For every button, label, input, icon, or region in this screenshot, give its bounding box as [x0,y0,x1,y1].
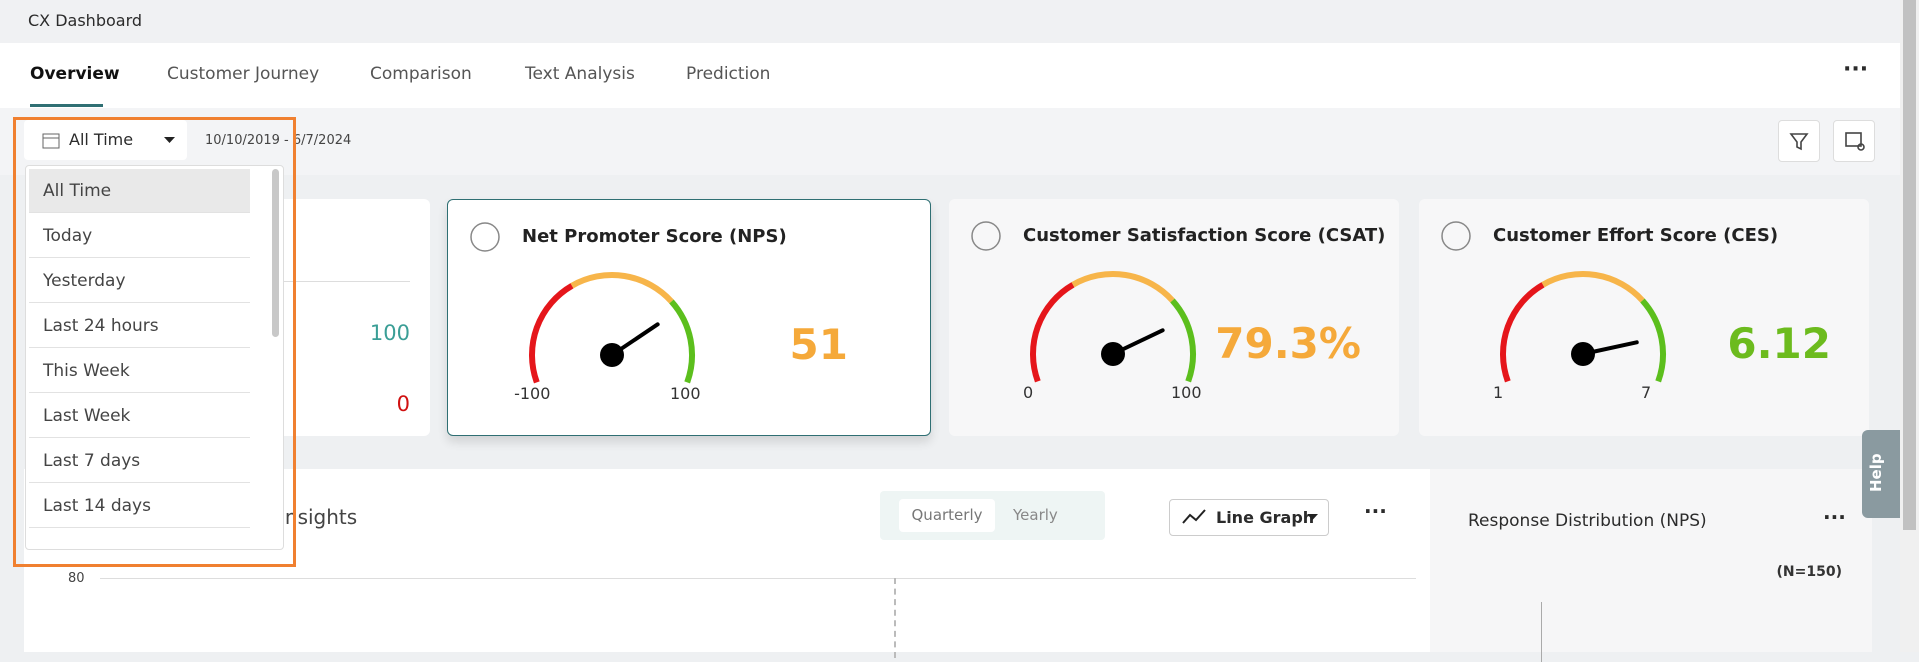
tab[interactable]: Text Analysis [525,64,635,84]
n-label: (N=150) [1776,564,1842,580]
gauge-min: 0 [1022,383,1034,402]
dropdown-option[interactable]: Today [29,214,250,258]
dropdown-option[interactable]: Last Week [29,394,250,438]
marker-line [894,578,896,658]
dropdown-option[interactable]: Last 7 days [29,439,250,483]
scrollbar [272,169,279,337]
gauge [1500,271,1666,383]
gauge [1030,271,1196,383]
app-title: CX Dashboard [28,11,143,30]
chart-type: Line Graph [1216,508,1315,527]
dropdown-value: All Time [69,130,134,149]
icon-shape [470,222,500,252]
gauge-value: 6.12 [1727,319,1831,368]
card-icon [1441,221,1471,251]
gauge-segment [669,299,695,384]
filter-bar: All Time 10/10/2019 - 6/7/2024 [0,108,1900,175]
icon-shape [1441,221,1471,251]
help-label: Help [1867,453,1885,492]
gauge-value: 51 [789,320,848,369]
card-value: 0 [396,392,410,416]
gauge-segment [529,283,574,384]
help-tab[interactable]: Help [1862,430,1900,518]
dropdown-option[interactable]: Yesterday [29,259,250,303]
y-tick-label: 80 [68,571,85,586]
time-dropdown[interactable]: All Time [24,120,187,160]
toggle-option[interactable]: Yearly [1013,506,1058,524]
panel-title: Insights [279,505,358,529]
gauge-hub [1101,342,1125,366]
filter-button[interactable] [1778,120,1820,162]
gauge-max: 7 [1641,383,1652,402]
date-range: 10/10/2019 - 6/7/2024 [205,133,352,148]
top-bar: CX Dashboard [0,0,1900,43]
tab[interactable]: Customer Journey [167,64,320,84]
gauge [529,272,695,384]
gauge-min: -100 [514,384,551,403]
gauge-segment [1071,271,1175,303]
score-card: Customer Effort Score (CES) 1 7 6.12 [1419,199,1869,436]
settings-button[interactable] [1833,120,1875,162]
tab[interactable]: Comparison [370,64,472,84]
gauge-hub [1571,342,1595,366]
gauge-segment [1541,271,1645,303]
tab-underline [30,104,103,107]
card-value: 100 [369,321,410,345]
chart-type-dropdown[interactable]: Line Graph [1169,499,1329,536]
page-scrollbar [1900,0,1919,652]
gauge-value: 79.3% [1215,319,1361,368]
tab[interactable]: Prediction [686,64,771,84]
dropdown-option[interactable]: All Time [29,169,250,213]
gauge-segment [1030,282,1075,383]
dropdown-option[interactable]: Last 14 days [29,484,250,528]
toggle-option[interactable]: Quarterly [899,499,995,532]
tab[interactable]: Overview [30,64,120,84]
panel-menu[interactable]: ··· [1364,499,1387,523]
gauge-segment [570,272,674,304]
card-title: Customer Effort Score (CES) [1493,225,1779,246]
caret [164,137,175,143]
dropdown-option[interactable]: This Week [29,349,250,393]
calendar-icon [42,133,60,149]
gauge-max: 100 [670,384,701,403]
card-title: Customer Satisfaction Score (CSAT) [1023,225,1386,246]
dropdown-menu: All Time Today Yesterday Last 24 hours This … [25,165,284,550]
gauge-hub [600,343,624,367]
highlight-box [13,117,296,567]
card-icon [470,222,500,252]
panel-menu[interactable]: ··· [1823,505,1846,529]
score-card: Customer Satisfaction Score (CSAT) 0 100 79… [949,199,1399,436]
gauge-segment [1640,298,1666,383]
period-toggle: Quarterly Yearly [880,491,1105,540]
dropdown-option[interactable]: Last 24 hours [29,304,250,348]
distribution-panel: Response Distribution (NPS) ··· (N=150) [1430,469,1872,662]
gauge-segment [1170,298,1196,383]
card-title: Net Promoter Score (NPS) [522,226,787,247]
more-menu[interactable]: ··· [1843,57,1869,82]
gauge-max: 100 [1171,383,1202,402]
grid-line [100,578,1416,579]
tab-bar: ··· Overview Customer Journey Comparison Te… [0,43,1900,108]
score-card: Net Promoter Score (NPS) -100 100 51 [447,199,931,436]
panel-title: Response Distribution (NPS) [1468,511,1707,531]
gauge-segment [1500,282,1545,383]
card-icon [971,221,1001,251]
gauge-min: 1 [1492,383,1504,402]
icon-shape [971,221,1001,251]
